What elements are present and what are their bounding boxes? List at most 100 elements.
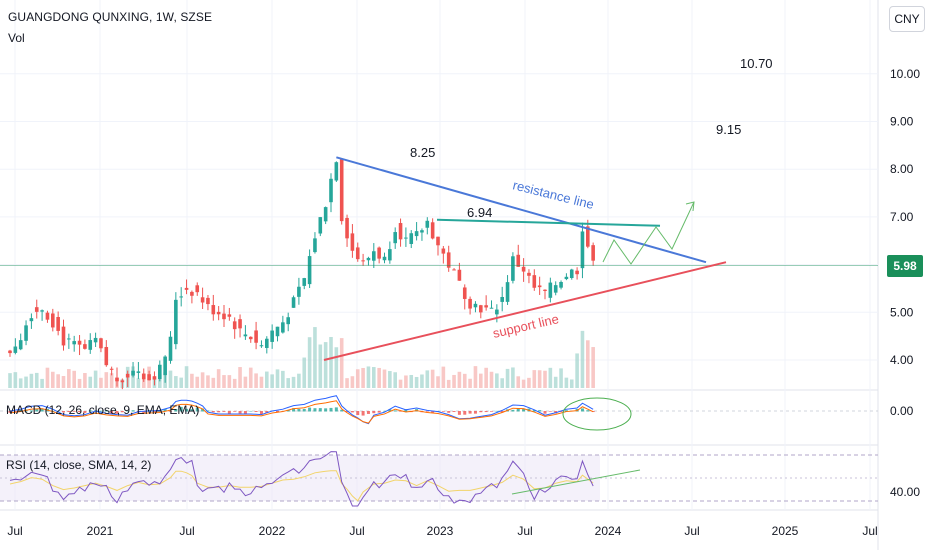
- candle-body: [45, 312, 50, 320]
- macd-histogram-bar: [302, 408, 306, 412]
- candle-body: [179, 296, 183, 298]
- macd-histogram-bar: [500, 411, 504, 413]
- volume-label[interactable]: Vol: [8, 31, 25, 45]
- currency-button[interactable]: CNY: [889, 6, 925, 32]
- macd-histogram-bar: [399, 411, 403, 412]
- support-line: [323, 261, 727, 361]
- macd-histogram-bar: [163, 409, 167, 412]
- candle-body: [158, 364, 162, 380]
- candle-body: [543, 289, 547, 291]
- volume-bar: [24, 376, 28, 388]
- volume-bar: [34, 372, 39, 388]
- macd-histogram-bar: [580, 408, 584, 412]
- volume-bar: [168, 370, 173, 388]
- macd-histogram-bar: [490, 411, 493, 412]
- volume-bar: [334, 347, 339, 388]
- macd-histogram-bar: [142, 411, 146, 413]
- volume-bar: [184, 366, 189, 388]
- macd-histogram-bar: [383, 410, 386, 412]
- volume-bar: [99, 377, 103, 388]
- candle-body: [168, 336, 173, 361]
- volume-bar: [56, 374, 60, 388]
- macd-histogram-bar: [259, 411, 263, 415]
- macd-histogram-bar: [169, 411, 172, 412]
- macd-histogram-bar: [72, 411, 76, 412]
- volume-bar: [190, 373, 194, 388]
- volume-bar: [404, 375, 408, 388]
- volume-bar: [77, 378, 82, 388]
- macd-line: [9, 395, 594, 425]
- macd-histogram-bar: [56, 410, 60, 412]
- candle-body: [452, 269, 456, 271]
- macd-histogram-bar: [586, 410, 590, 412]
- volume-bar: [174, 376, 178, 388]
- macd-histogram-bar: [40, 408, 44, 412]
- candle-body: [377, 247, 381, 259]
- candle-body: [259, 345, 264, 347]
- volume-bar: [227, 375, 232, 388]
- candle-body: [548, 282, 553, 298]
- candle-body: [457, 269, 462, 281]
- volume-bar: [93, 370, 98, 388]
- candle-body: [265, 338, 269, 348]
- price-tick-label: 10.00: [890, 67, 920, 81]
- volume-bar: [372, 367, 376, 388]
- time-tick-label: 2024: [595, 524, 622, 538]
- macd-histogram-bar: [452, 411, 456, 412]
- neckline: [436, 218, 661, 227]
- macd-histogram-bar: [388, 409, 392, 412]
- macd-histogram-bar: [447, 411, 451, 413]
- volume-bar: [232, 378, 237, 388]
- macd-histogram-bar: [564, 410, 568, 412]
- volume-bar: [473, 366, 478, 388]
- price-tick-label: 5.00: [890, 305, 914, 319]
- candle-body: [521, 266, 526, 272]
- volume-bar: [479, 373, 483, 388]
- volume-bar: [88, 376, 93, 388]
- high-price-label: 8.25: [410, 145, 435, 160]
- projection-path: [602, 201, 695, 265]
- volume-bar: [420, 374, 424, 388]
- candle-body: [200, 297, 205, 303]
- macd-histogram-bar: [227, 411, 231, 414]
- candle-body: [430, 222, 435, 239]
- candle-body: [345, 217, 349, 239]
- macd-histogram-bar: [329, 407, 333, 412]
- symbol-title[interactable]: GUANGDONG QUNXING, 1W, SZSE: [8, 10, 213, 24]
- candle-body: [393, 232, 397, 244]
- volume-bar: [580, 330, 585, 388]
- candle-body: [441, 248, 446, 254]
- macd-histogram-bar: [377, 411, 381, 413]
- macd-histogram-bar: [217, 411, 221, 413]
- candle-body: [99, 338, 103, 349]
- candle-body: [350, 233, 355, 251]
- volume-bar: [564, 377, 569, 388]
- candle-body: [190, 291, 194, 296]
- macd-histogram-bar: [538, 410, 542, 412]
- price-tick-label: 7.00: [890, 210, 914, 224]
- candle-body: [13, 346, 18, 353]
- volume-bar: [569, 379, 574, 388]
- candle-body: [564, 276, 569, 280]
- candle-body: [339, 159, 344, 222]
- macd-histogram-bar: [286, 410, 290, 412]
- volume-bar: [521, 379, 526, 388]
- volume-bar: [179, 377, 183, 388]
- candle-body: [254, 330, 258, 343]
- volume-bar: [345, 378, 349, 388]
- rsi-tick-label: 40.00: [890, 485, 920, 499]
- macd-histogram-bar: [19, 410, 23, 412]
- macd-histogram-bar: [222, 411, 226, 412]
- volume-bar: [484, 367, 488, 388]
- macd-histogram-bar: [249, 410, 253, 412]
- rsi-indicator-label[interactable]: RSI (14, close, SMA, 14, 2): [6, 458, 152, 472]
- volume-bar: [136, 378, 141, 388]
- candle-body: [163, 356, 167, 376]
- volume-bar: [29, 373, 34, 388]
- volume-bar: [222, 375, 226, 388]
- candle-body: [131, 370, 135, 376]
- macd-indicator-label[interactable]: MACD (12, 26, close, 9, EMA, EMA): [6, 403, 200, 417]
- volume-bar: [259, 376, 264, 388]
- macd-histogram-bar: [67, 411, 71, 413]
